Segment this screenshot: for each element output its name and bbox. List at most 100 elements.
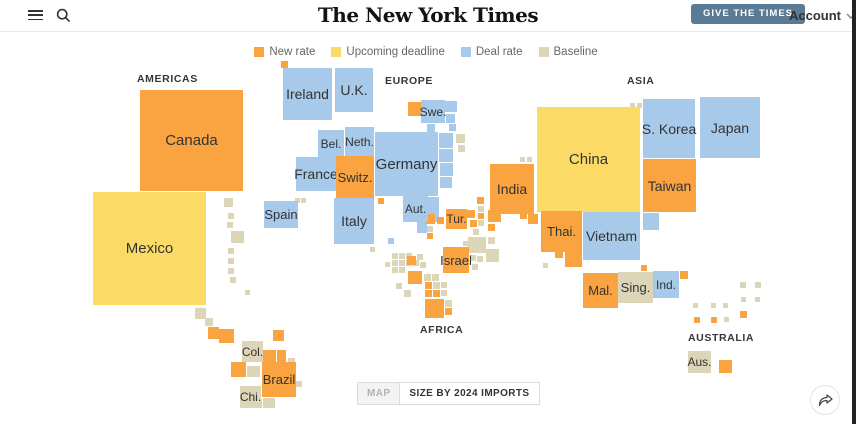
country-tile[interactable] [296, 381, 302, 387]
country-tile[interactable] [740, 311, 747, 318]
country-tile[interactable] [420, 262, 426, 268]
country-tur[interactable]: Tur. [446, 209, 467, 229]
country-spain[interactable]: Spain [264, 201, 298, 228]
country-tile[interactable] [231, 231, 244, 243]
country-israel[interactable]: Israel [440, 247, 472, 273]
country-brazil[interactable]: Brazil [262, 362, 296, 397]
country-tile[interactable] [281, 61, 288, 68]
country-tile[interactable] [433, 290, 440, 297]
country-tile[interactable] [424, 274, 431, 281]
country-tile[interactable] [263, 350, 276, 362]
country-tile[interactable] [437, 217, 444, 224]
country-tile[interactable] [711, 317, 717, 323]
country-india[interactable]: India [490, 164, 534, 214]
country-tile[interactable] [392, 260, 398, 266]
country-tile[interactable] [425, 214, 435, 224]
country-tile[interactable] [478, 220, 484, 226]
search-icon[interactable] [56, 8, 71, 28]
country-bel[interactable]: Bel. [318, 130, 344, 157]
country-tile[interactable] [486, 249, 499, 262]
country-tile[interactable] [228, 248, 234, 254]
country-tile[interactable] [263, 398, 275, 408]
country-tile[interactable] [755, 297, 760, 302]
country-tile[interactable] [224, 198, 233, 207]
country-neth[interactable]: Neth. [345, 127, 374, 157]
country-tile[interactable] [724, 317, 729, 322]
country-tile[interactable] [470, 255, 476, 261]
country-tile[interactable] [228, 268, 234, 274]
country-mexico[interactable]: Mexico [93, 192, 206, 305]
country-tile[interactable] [427, 233, 433, 239]
country-tile[interactable] [247, 366, 260, 377]
country-tile[interactable] [478, 213, 484, 219]
country-tile[interactable] [449, 124, 456, 131]
map-view-button[interactable]: MAP [358, 383, 401, 404]
country-tile[interactable] [637, 103, 642, 108]
country-tile[interactable] [477, 197, 484, 204]
country-tile[interactable] [467, 210, 475, 218]
country-tile[interactable] [399, 260, 405, 266]
country-tile[interactable] [441, 282, 447, 288]
country-tile[interactable] [477, 256, 483, 262]
country-tile[interactable] [439, 133, 453, 148]
country-col[interactable]: Col. [242, 341, 263, 362]
country-chi[interactable]: Chi. [240, 386, 261, 408]
country-ind[interactable]: Ind. [653, 271, 679, 298]
country-tile[interactable] [433, 282, 440, 289]
country-tile[interactable] [385, 262, 390, 267]
country-tile[interactable] [227, 222, 233, 228]
country-tile[interactable] [392, 253, 398, 259]
account-menu[interactable]: Account [789, 8, 856, 23]
menu-icon[interactable] [28, 10, 43, 21]
country-switz[interactable]: Switz. [336, 156, 374, 198]
country-vietnam[interactable]: Vietnam [583, 212, 640, 260]
country-tile[interactable] [473, 229, 479, 235]
country-tile[interactable] [741, 297, 746, 302]
country-tile[interactable] [427, 124, 435, 132]
country-u-k[interactable]: U.K. [335, 68, 373, 112]
country-tile[interactable] [277, 350, 286, 362]
country-tile[interactable] [445, 308, 452, 315]
country-tile[interactable] [399, 267, 405, 273]
country-tile[interactable] [441, 290, 447, 296]
country-france[interactable]: France [294, 157, 338, 191]
country-japan[interactable]: Japan [700, 97, 760, 158]
country-tile[interactable] [407, 256, 416, 265]
country-tile[interactable] [425, 299, 444, 318]
country-aut[interactable]: Aut. [403, 196, 428, 222]
country-tile[interactable] [445, 101, 457, 112]
country-tile[interactable] [740, 282, 746, 288]
country-tile[interactable] [723, 303, 728, 308]
country-tile[interactable] [427, 226, 433, 232]
country-tile[interactable] [245, 290, 250, 295]
country-sing[interactable]: Sing. [618, 272, 653, 303]
country-tile[interactable] [719, 360, 732, 373]
country-tile[interactable] [208, 327, 219, 339]
country-ireland[interactable]: Ireland [283, 68, 332, 120]
country-tile[interactable] [527, 157, 532, 162]
country-tile[interactable] [230, 277, 236, 283]
country-tile[interactable] [228, 213, 234, 219]
country-tile[interactable] [543, 263, 548, 268]
country-germany[interactable]: Germany [375, 132, 438, 196]
country-tile[interactable] [417, 222, 427, 233]
country-tile[interactable] [458, 145, 465, 152]
country-tile[interactable] [456, 134, 465, 143]
country-tile[interactable] [641, 265, 647, 271]
country-tile[interactable] [273, 330, 284, 341]
country-tile[interactable] [488, 224, 495, 231]
country-tile[interactable] [408, 271, 422, 284]
country-tile[interactable] [295, 198, 300, 203]
country-tile[interactable] [388, 238, 394, 244]
country-mal[interactable]: Mal. [583, 273, 618, 308]
country-tile[interactable] [417, 254, 423, 260]
country-tile[interactable] [432, 274, 439, 281]
country-tile[interactable] [565, 252, 582, 267]
country-china[interactable]: China [537, 107, 640, 212]
country-tile[interactable] [425, 282, 432, 289]
country-italy[interactable]: Italy [334, 198, 374, 244]
country-tile[interactable] [488, 237, 495, 244]
country-tile[interactable] [755, 282, 761, 288]
country-tile[interactable] [228, 258, 234, 264]
country-tile[interactable] [528, 214, 538, 224]
